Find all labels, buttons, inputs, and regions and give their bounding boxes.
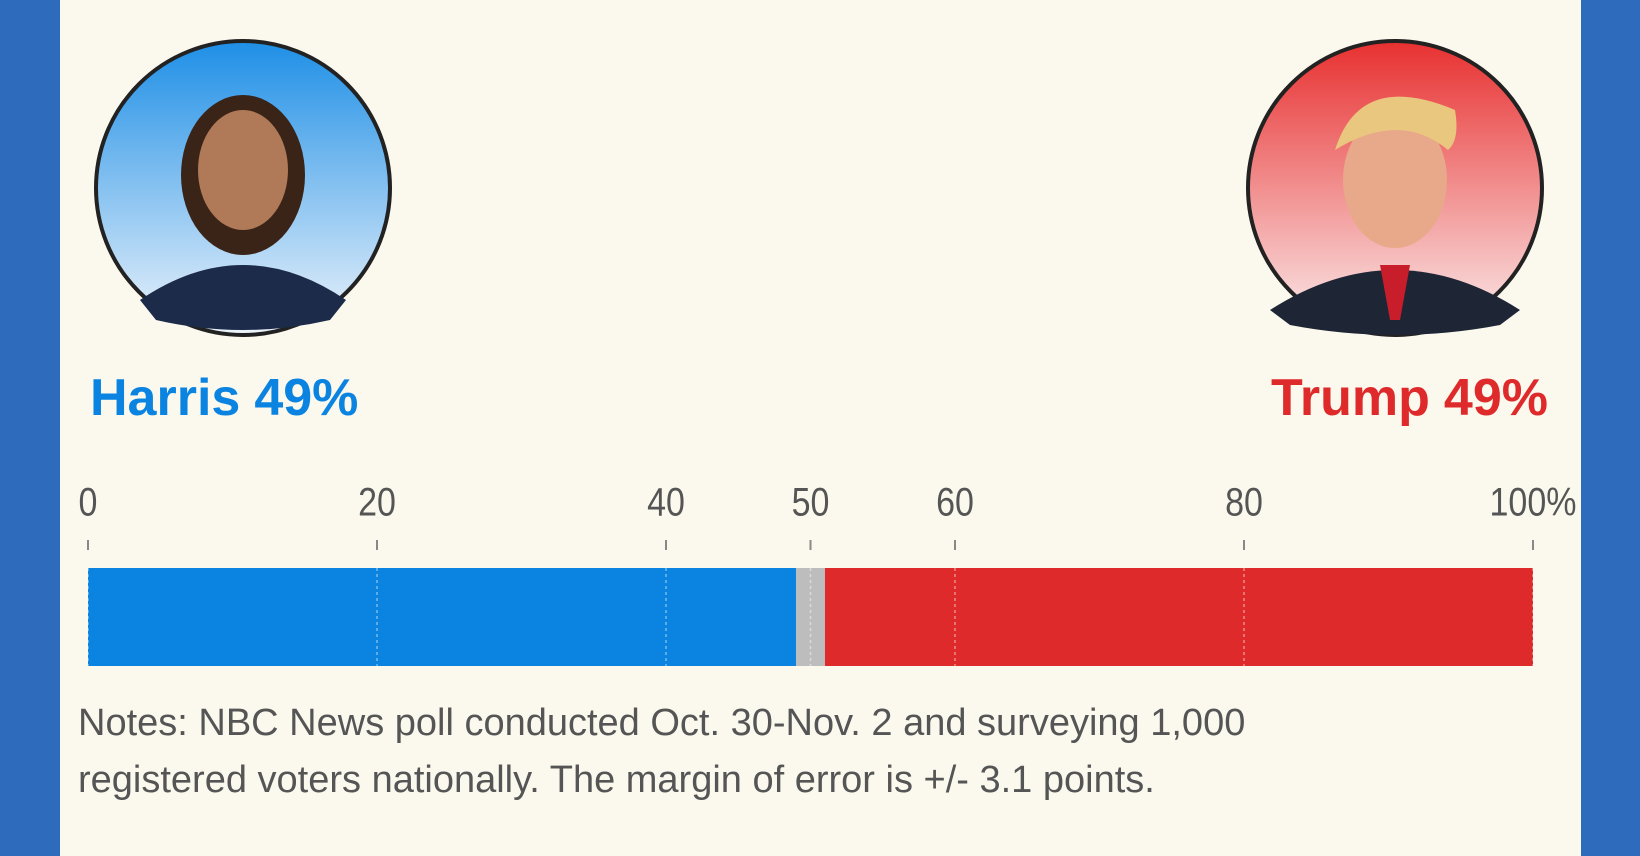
series-name: Harris: [90, 369, 240, 427]
x-tick-label: 80: [1225, 479, 1263, 524]
x-tick-label: 60: [936, 479, 974, 524]
note-line: registered voters nationally. The margin…: [78, 759, 1155, 801]
harris-label: Harris 49%: [90, 369, 358, 427]
x-tick-label: 40: [647, 479, 685, 524]
trump-photo: [1246, 39, 1544, 337]
series-name: Trump: [1271, 369, 1430, 427]
bar-segment: [88, 568, 797, 666]
x-tick-label: 100%: [1490, 479, 1577, 524]
trump-label: Trump 49%: [1271, 369, 1548, 427]
x-tick-label: 20: [358, 479, 396, 524]
bar-segment: [796, 568, 825, 666]
value-label: 49%: [254, 369, 358, 427]
x-tick-label: 0: [79, 479, 98, 524]
bar-segment: [824, 568, 1533, 666]
x-tick-label: 50: [792, 479, 830, 524]
note-line: Notes: NBC News poll conducted Oct. 30-N…: [78, 702, 1245, 744]
value-label: 49%: [1444, 369, 1548, 427]
harris-photo: [94, 39, 392, 337]
